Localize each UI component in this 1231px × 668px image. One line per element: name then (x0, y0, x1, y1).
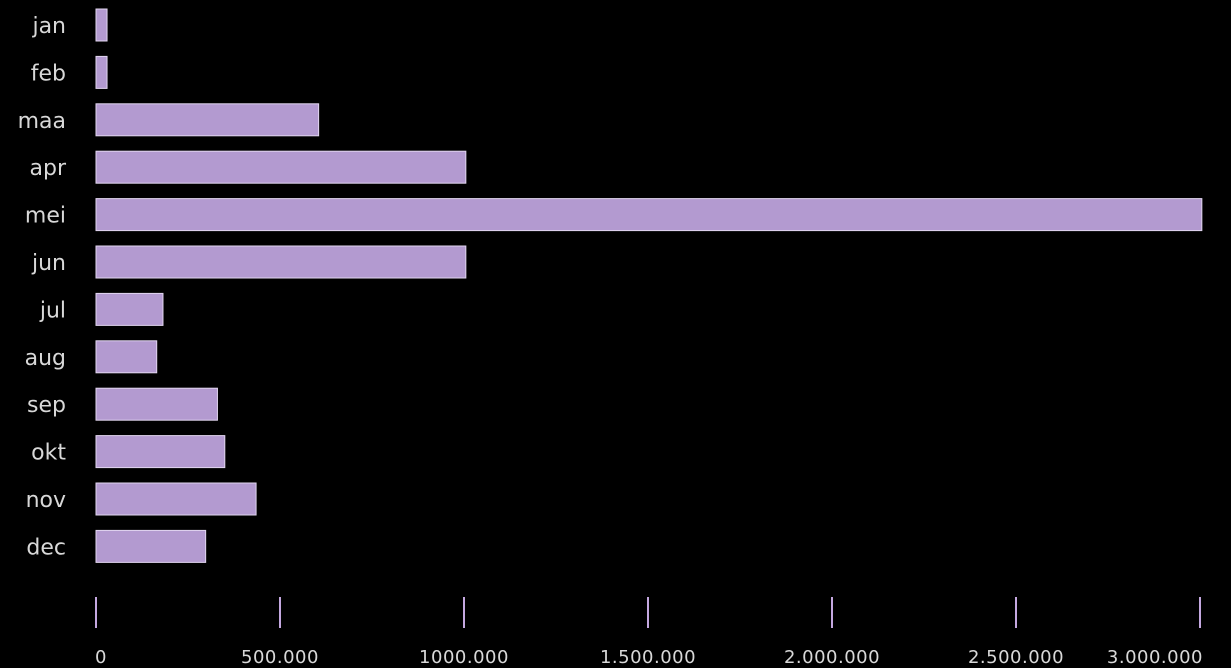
x-tick-label: 1000.000 (419, 647, 509, 668)
category-label-feb: feb (31, 61, 66, 86)
bar-feb (95, 55, 108, 89)
category-labels: jan feb maa apr mei jun jul aug sep okt nov dec (18, 14, 67, 560)
category-label-aug: aug (25, 346, 66, 371)
bar-mei (95, 198, 1203, 232)
bar-okt (95, 435, 226, 469)
category-label-apr: apr (30, 156, 67, 181)
category-label-mei: mei (25, 204, 66, 229)
x-tick-label: 3.000.000 (1107, 647, 1203, 668)
bar-aug (95, 340, 158, 374)
x-tick-label: 2.000.000 (784, 647, 880, 668)
x-tick-label: 1.500.000 (600, 647, 696, 668)
x-axis: 0 500.000 1000.000 1.500.000 2.000.000 2.500.… (95, 597, 1203, 668)
category-label-okt: okt (31, 441, 66, 466)
category-label-jun: jun (31, 251, 66, 276)
bar-sep (95, 387, 218, 421)
bar-jul (95, 292, 164, 326)
category-label-dec: dec (26, 535, 66, 560)
bars-layer (95, 8, 1203, 563)
x-tick-label: 500.000 (241, 647, 319, 668)
category-label-sep: sep (27, 393, 66, 418)
bar-apr (95, 150, 467, 184)
bar-jan (95, 8, 108, 42)
bar-dec (95, 529, 207, 563)
category-label-maa: maa (18, 109, 66, 134)
x-tick-label: 0 (95, 647, 107, 668)
category-label-jul: jul (39, 298, 66, 323)
bar-nov (95, 482, 257, 516)
bar-jun (95, 245, 467, 279)
bar-maa (95, 103, 320, 137)
category-label-jan: jan (31, 14, 66, 39)
x-tick-label: 2.500.000 (968, 647, 1064, 668)
category-label-nov: nov (26, 488, 66, 513)
